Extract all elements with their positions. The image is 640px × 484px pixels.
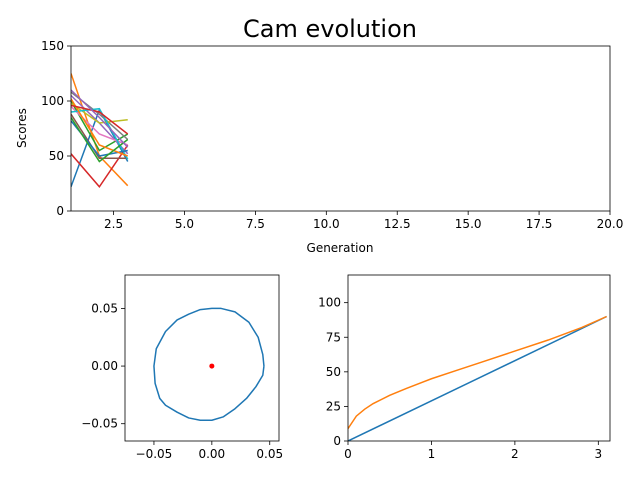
score-series-line xyxy=(71,107,129,160)
x-tick-label: 20.0 xyxy=(597,217,624,231)
score-series-line xyxy=(71,102,128,124)
y-tick-label: 0.00 xyxy=(91,359,118,373)
cam-curves-axes: 0 1 2 3 0 25 50 75 100 xyxy=(318,274,611,461)
x-axis-label: Generation xyxy=(307,241,374,255)
x-tick-label: 0.05 xyxy=(256,447,283,461)
y-tick-label: 100 xyxy=(41,94,64,108)
plot-area xyxy=(153,307,265,421)
score-series-line xyxy=(71,89,129,148)
cam-profile-axes: −0.05 0.00 0.05 −0.05 0.00 0.05 xyxy=(81,274,283,461)
cam-profile-line xyxy=(153,307,265,421)
plot-area xyxy=(71,73,129,189)
x-tick-label: 0 xyxy=(344,447,352,461)
x-tick-label: 1 xyxy=(428,447,436,461)
score-series-line xyxy=(71,98,129,157)
y-tick-label: 75 xyxy=(326,330,341,344)
x-tick-label: 2.5 xyxy=(104,217,123,231)
axes-frame xyxy=(347,274,611,442)
y-tick-label: 150 xyxy=(41,39,64,53)
axes-frame xyxy=(124,274,280,442)
scores-axes: 2.5 5.0 7.5 10.0 12.5 15.0 17.5 20.0 0 50 100 150 xyxy=(41,39,623,231)
x-tick-label: 0.00 xyxy=(198,447,225,461)
x-tick-label: 5.0 xyxy=(175,217,194,231)
center-point xyxy=(209,363,215,369)
x-tick-label: −0.05 xyxy=(136,447,173,461)
y-tick-label: 25 xyxy=(326,399,341,413)
y-tick-label: −0.05 xyxy=(81,417,118,431)
y-tick-label: 100 xyxy=(318,296,341,310)
cam-curve-line xyxy=(348,315,607,441)
x-tick-label: 12.5 xyxy=(384,217,411,231)
x-tick-label: 10.0 xyxy=(313,217,340,231)
x-tick-label: 15.0 xyxy=(455,217,482,231)
score-series-line xyxy=(71,100,129,152)
score-series-line xyxy=(71,117,129,163)
x-tick-label: 3 xyxy=(594,447,602,461)
plot-area xyxy=(348,315,607,441)
y-tick-label: 0 xyxy=(56,204,64,218)
y-tick-label: 0 xyxy=(333,434,341,448)
y-tick-label: 50 xyxy=(49,149,64,163)
y-tick-label: 50 xyxy=(326,365,341,379)
axes-frame xyxy=(70,45,611,212)
x-tick-label: 2 xyxy=(511,447,519,461)
x-tick-label: 7.5 xyxy=(246,217,265,231)
cam-curve-line xyxy=(348,315,607,429)
x-tick-label: 17.5 xyxy=(526,217,553,231)
figure-title: Cam evolution xyxy=(243,15,417,43)
score-series-line xyxy=(71,104,129,135)
y-axis-label: Scores xyxy=(15,108,29,148)
score-series-line xyxy=(71,113,128,159)
y-tick-label: 0.05 xyxy=(91,301,118,315)
